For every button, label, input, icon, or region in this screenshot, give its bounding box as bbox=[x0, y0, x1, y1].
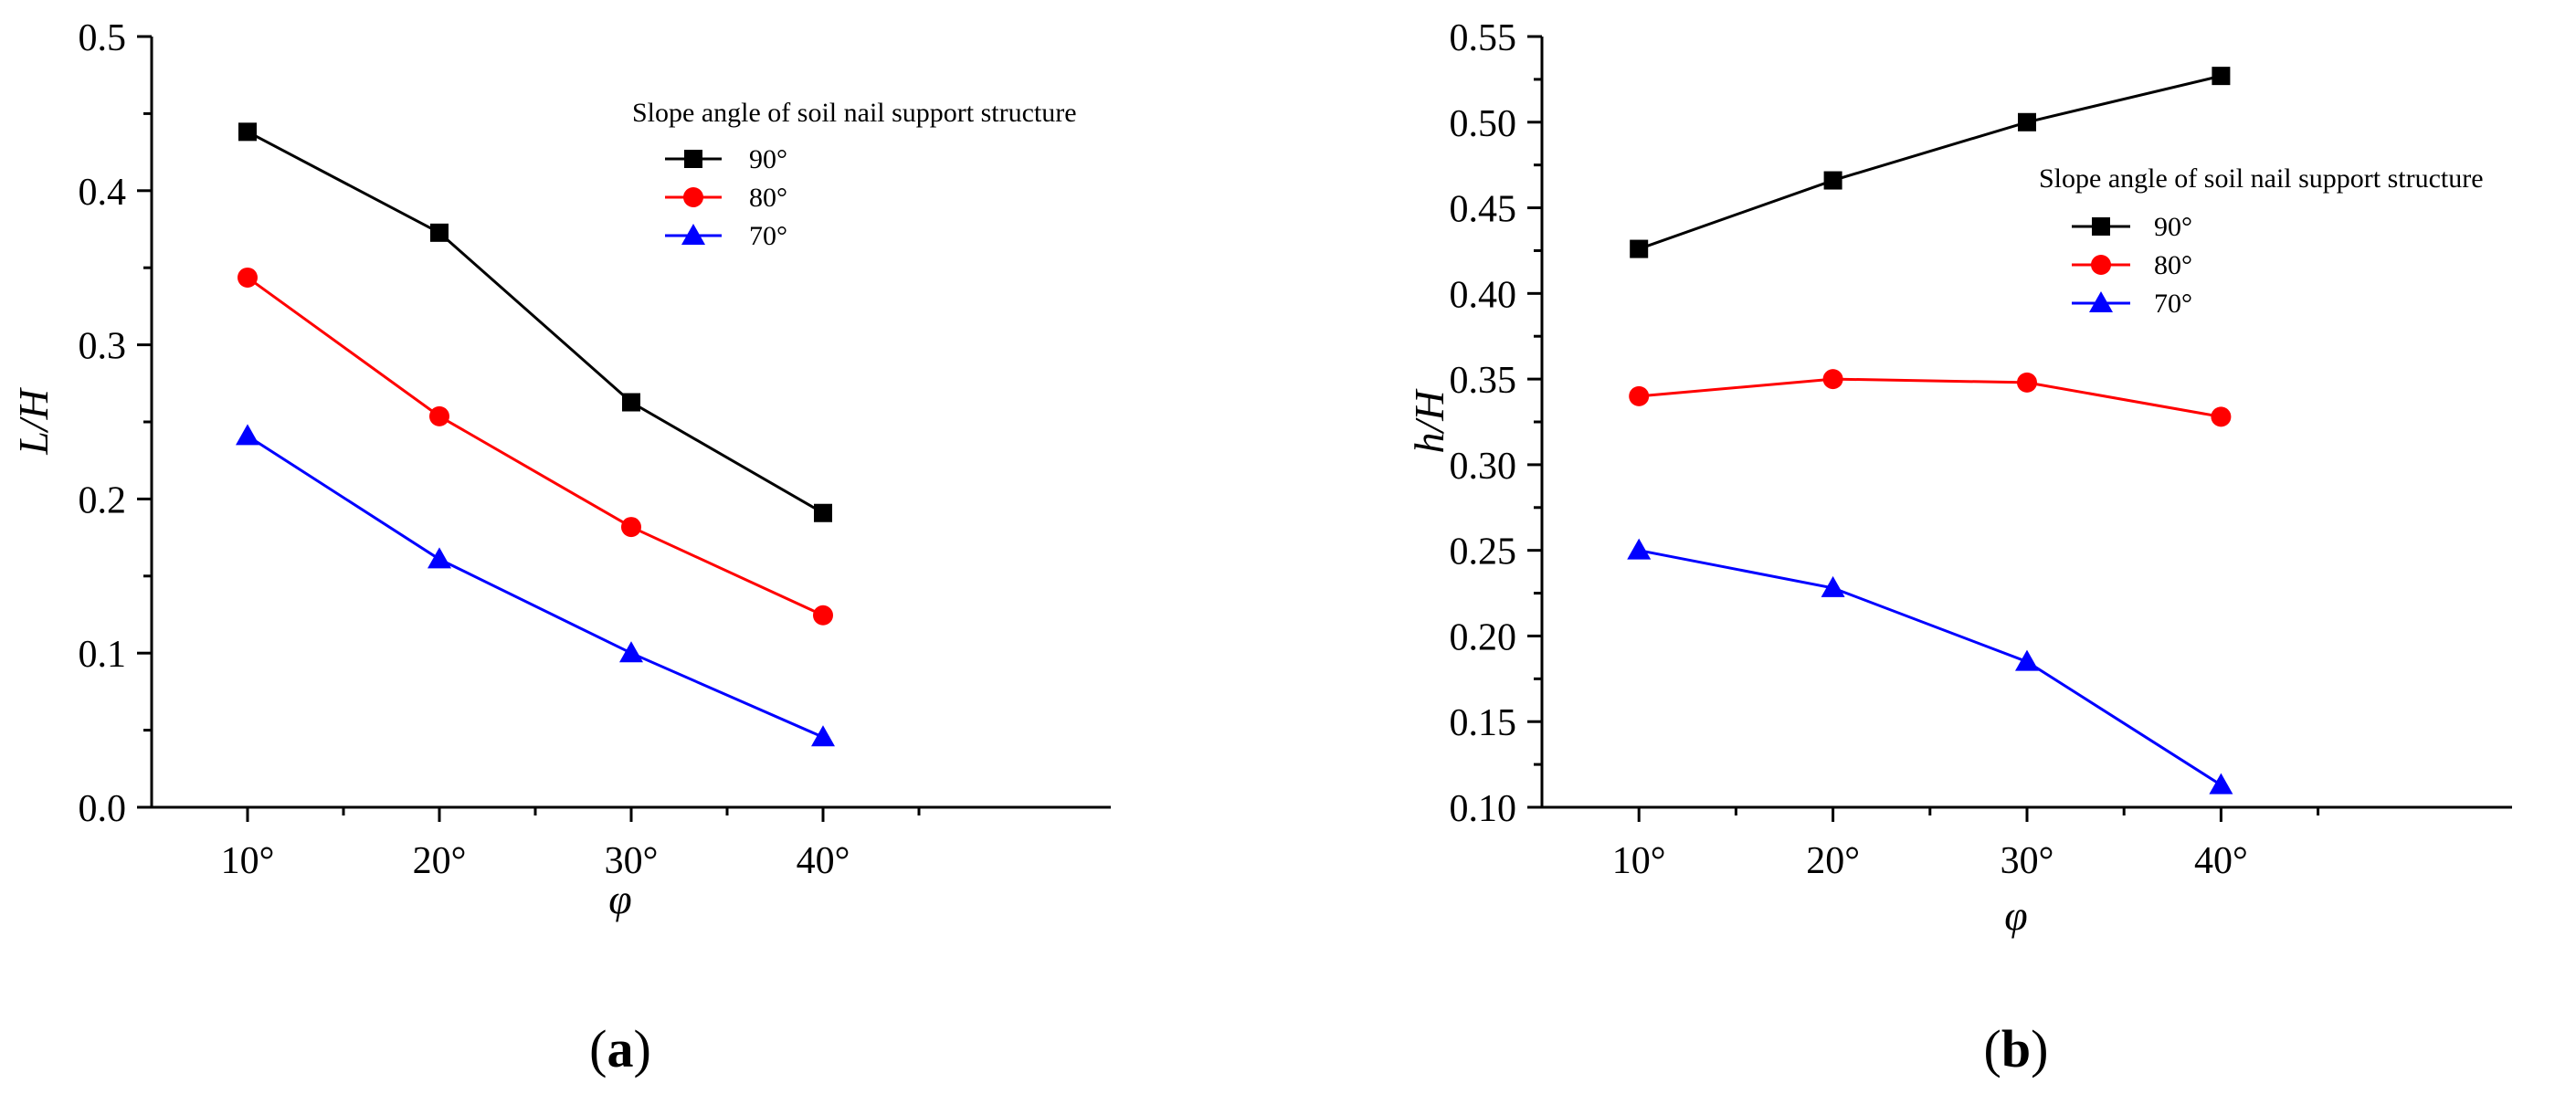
y-tick-label: 0.35 bbox=[1450, 360, 1517, 402]
y-tick-label: 0.3 bbox=[79, 326, 127, 368]
x-tick-label: 30° bbox=[605, 840, 659, 882]
legend-label: 90° bbox=[749, 144, 787, 174]
series-line-2 bbox=[1638, 549, 2222, 786]
legend-marker bbox=[684, 150, 702, 168]
data-point bbox=[814, 503, 832, 522]
data-point bbox=[1822, 369, 1843, 390]
data-point bbox=[1821, 575, 1845, 597]
data-point bbox=[1627, 538, 1652, 560]
x-tick-label: 40° bbox=[797, 840, 850, 882]
series-line-0 bbox=[1638, 74, 2222, 250]
y-tick-label: 0.20 bbox=[1450, 616, 1517, 658]
panel-label: (a) bbox=[589, 1019, 651, 1078]
y-tick-label: 0.55 bbox=[1450, 17, 1517, 59]
y-axis-title: L/H bbox=[10, 386, 57, 455]
data-point bbox=[1630, 239, 1649, 258]
legend-marker bbox=[2092, 217, 2110, 236]
series-line-1 bbox=[247, 276, 824, 617]
x-axis-title: φ bbox=[608, 876, 631, 922]
data-point bbox=[238, 122, 257, 142]
panel-label: (b) bbox=[1984, 1019, 2049, 1078]
y-tick-label: 0.5 bbox=[79, 17, 127, 59]
legend-marker bbox=[681, 224, 705, 245]
y-tick-label: 0.10 bbox=[1450, 788, 1517, 830]
data-point bbox=[811, 725, 835, 747]
y-tick-label: 0.50 bbox=[1450, 103, 1517, 145]
data-point bbox=[1629, 385, 1650, 406]
legend-label: 70° bbox=[749, 221, 787, 251]
legend-marker bbox=[2091, 255, 2111, 275]
x-tick-label: 20° bbox=[1806, 840, 1860, 882]
data-point bbox=[2015, 649, 2039, 671]
legend-label: 80° bbox=[2154, 250, 2192, 280]
y-axis-title: h/H bbox=[1406, 388, 1452, 454]
data-point bbox=[619, 641, 643, 663]
y-tick-label: 0.25 bbox=[1450, 531, 1517, 573]
data-point bbox=[813, 605, 833, 626]
y-tick-label: 0.4 bbox=[79, 172, 127, 214]
data-point bbox=[621, 517, 641, 538]
y-tick-label: 0.40 bbox=[1450, 274, 1517, 316]
data-point bbox=[2209, 773, 2233, 794]
series-line-2 bbox=[247, 435, 824, 739]
series-line-1 bbox=[1639, 377, 2222, 418]
x-tick-label: 20° bbox=[413, 840, 467, 882]
x-tick-label: 30° bbox=[2001, 840, 2054, 882]
x-axis-title: φ bbox=[2004, 892, 2027, 939]
data-point bbox=[236, 424, 259, 446]
x-tick-label: 40° bbox=[2194, 840, 2248, 882]
data-point bbox=[429, 405, 449, 426]
data-point bbox=[2017, 372, 2037, 393]
chart-panel-a: 0.0 0.1 0.2 0.3 0.4 0.5 10° 20° 30° 40° L/H φ Slope … bbox=[10, 17, 1111, 1078]
y-tick-label: 0.0 bbox=[79, 788, 127, 830]
y-tick-label: 0.15 bbox=[1450, 702, 1517, 744]
legend-label: 80° bbox=[749, 183, 787, 213]
y-tick-label: 0.1 bbox=[79, 634, 127, 676]
data-point bbox=[2211, 406, 2232, 427]
x-tick-label: 10° bbox=[1612, 840, 1666, 882]
y-tick-label: 0.2 bbox=[79, 479, 127, 521]
legend-marker bbox=[2089, 291, 2113, 312]
data-point bbox=[1823, 171, 1842, 190]
y-tick-label: 0.45 bbox=[1450, 189, 1517, 231]
legend-label: 90° bbox=[2154, 212, 2192, 242]
legend-title: Slope angle of soil nail support structu… bbox=[2039, 163, 2484, 194]
y-tick-label: 0.30 bbox=[1450, 446, 1517, 488]
data-point bbox=[2212, 67, 2231, 86]
data-point bbox=[2018, 112, 2036, 131]
data-point bbox=[428, 547, 451, 569]
x-tick-label: 10° bbox=[221, 840, 275, 882]
legend-label: 70° bbox=[2154, 289, 2192, 319]
data-point bbox=[430, 223, 449, 242]
data-point bbox=[622, 393, 640, 412]
legend-title: Slope angle of soil nail support structu… bbox=[632, 98, 1077, 128]
chart-panel-b: 0.10 0.15 0.20 0.25 0.30 0.35 0.40 0.45 0.50 0.55… bbox=[1406, 17, 2512, 1078]
series-line-0 bbox=[247, 131, 824, 515]
legend-marker bbox=[683, 187, 703, 207]
data-point bbox=[238, 267, 258, 288]
